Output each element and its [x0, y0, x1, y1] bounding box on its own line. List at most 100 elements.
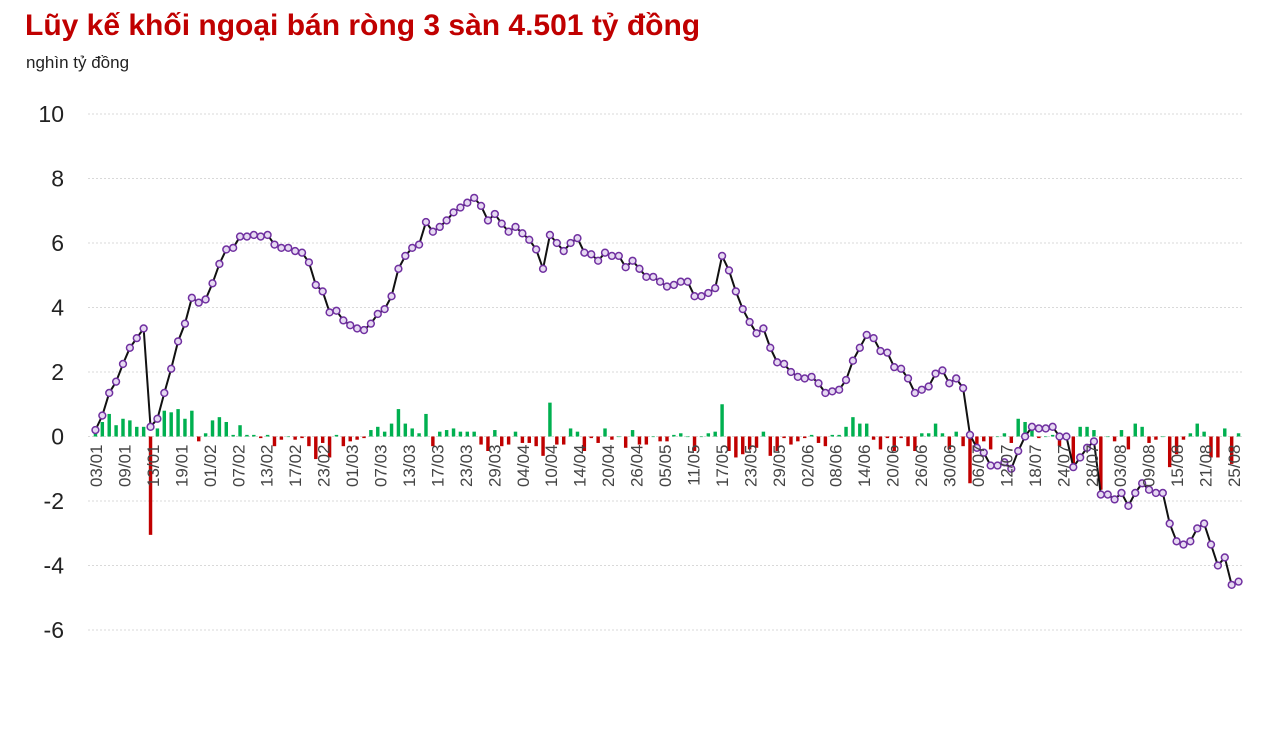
line-point [800, 374, 809, 383]
bar [444, 430, 449, 437]
line-point [1117, 488, 1126, 498]
bar [141, 426, 146, 437]
bar [300, 436, 304, 439]
line-point [979, 448, 988, 457]
bar [1195, 423, 1199, 437]
bar [548, 402, 552, 437]
line-point [649, 272, 658, 282]
line-point [180, 319, 190, 328]
bar [837, 434, 841, 437]
bar [816, 436, 821, 443]
line-point [566, 238, 575, 248]
line-point [600, 248, 610, 257]
bar [155, 428, 160, 437]
bar [135, 426, 139, 437]
line-point [965, 430, 975, 440]
bar [341, 436, 346, 447]
bar [258, 436, 263, 439]
line-point [297, 248, 307, 257]
bar [479, 436, 483, 445]
line-point [759, 324, 768, 333]
line-point [1007, 464, 1016, 473]
bar [486, 436, 490, 452]
chart-title: Lũy kế khối ngoại bán ròng 3 sàn 4.501 t… [25, 9, 701, 42]
line-point [724, 266, 734, 275]
line-point [208, 279, 217, 288]
x-tick-label: 29/03 [485, 445, 504, 488]
line-point [1110, 495, 1119, 504]
bar [995, 436, 1000, 438]
line-point [614, 251, 623, 261]
line-point [325, 308, 334, 317]
line-point [704, 288, 713, 298]
bar [871, 436, 876, 440]
line-point [111, 377, 121, 386]
line-point [380, 304, 389, 314]
line-point [270, 240, 279, 249]
line-point [773, 358, 782, 367]
line-point [573, 234, 582, 243]
bar [506, 436, 511, 445]
line-point [525, 235, 534, 244]
bar [1174, 436, 1179, 455]
bar [1223, 428, 1227, 437]
line-point [435, 222, 444, 232]
bar [320, 436, 325, 443]
bar [844, 426, 848, 437]
bar [706, 433, 711, 437]
line-point [194, 298, 203, 307]
line-point [1234, 577, 1243, 586]
bar [424, 413, 428, 437]
line-point [628, 256, 637, 265]
bar [1161, 436, 1165, 438]
line-point [401, 251, 410, 261]
line-point [1055, 432, 1064, 441]
bar [148, 436, 153, 535]
line-point [125, 343, 135, 352]
bar [823, 436, 828, 447]
line-point [1041, 424, 1050, 433]
x-tick-label: 13/02 [258, 445, 277, 488]
y-axis-ticks: 10 8 6 4 2 0 -2 -4 -6 [38, 101, 64, 643]
bar [727, 436, 731, 452]
line-point [105, 388, 114, 398]
line-point [1082, 443, 1092, 452]
line-point [738, 304, 747, 314]
bar [107, 413, 111, 437]
line-point [1158, 488, 1167, 498]
x-tick-label: 14/04 [571, 445, 590, 488]
line-point [394, 264, 403, 273]
bar [975, 436, 979, 450]
line-point [890, 363, 899, 372]
x-tick-label: 15/08 [1168, 445, 1187, 488]
x-tick-label: 04/04 [514, 445, 533, 488]
line-point [1089, 437, 1099, 446]
line-point [1206, 540, 1216, 549]
bar [920, 433, 924, 437]
line-point [242, 232, 252, 241]
line-point [421, 217, 431, 227]
bar [1099, 436, 1103, 490]
bar [265, 434, 270, 437]
line-point [359, 325, 369, 335]
line-point [717, 251, 727, 261]
line-point [1138, 479, 1147, 488]
line-point [1220, 553, 1229, 562]
line-point [1199, 519, 1209, 528]
bar [782, 436, 786, 439]
line-point [373, 309, 382, 319]
bar [864, 423, 869, 437]
bar [637, 436, 642, 445]
x-tick-label: 07/03 [372, 445, 391, 488]
y-axis-unit-label: nghìn tỷ đồng [26, 53, 130, 72]
bar [1023, 421, 1027, 437]
x-tick-label: 23/03 [457, 445, 476, 488]
x-tick-label: 07/02 [229, 445, 248, 488]
line-point [1076, 453, 1085, 462]
line-series [94, 196, 1239, 587]
line-point [332, 306, 341, 315]
line-point [1103, 490, 1112, 499]
line-point [635, 264, 644, 273]
line-point [931, 369, 940, 378]
line-point [1131, 488, 1140, 498]
